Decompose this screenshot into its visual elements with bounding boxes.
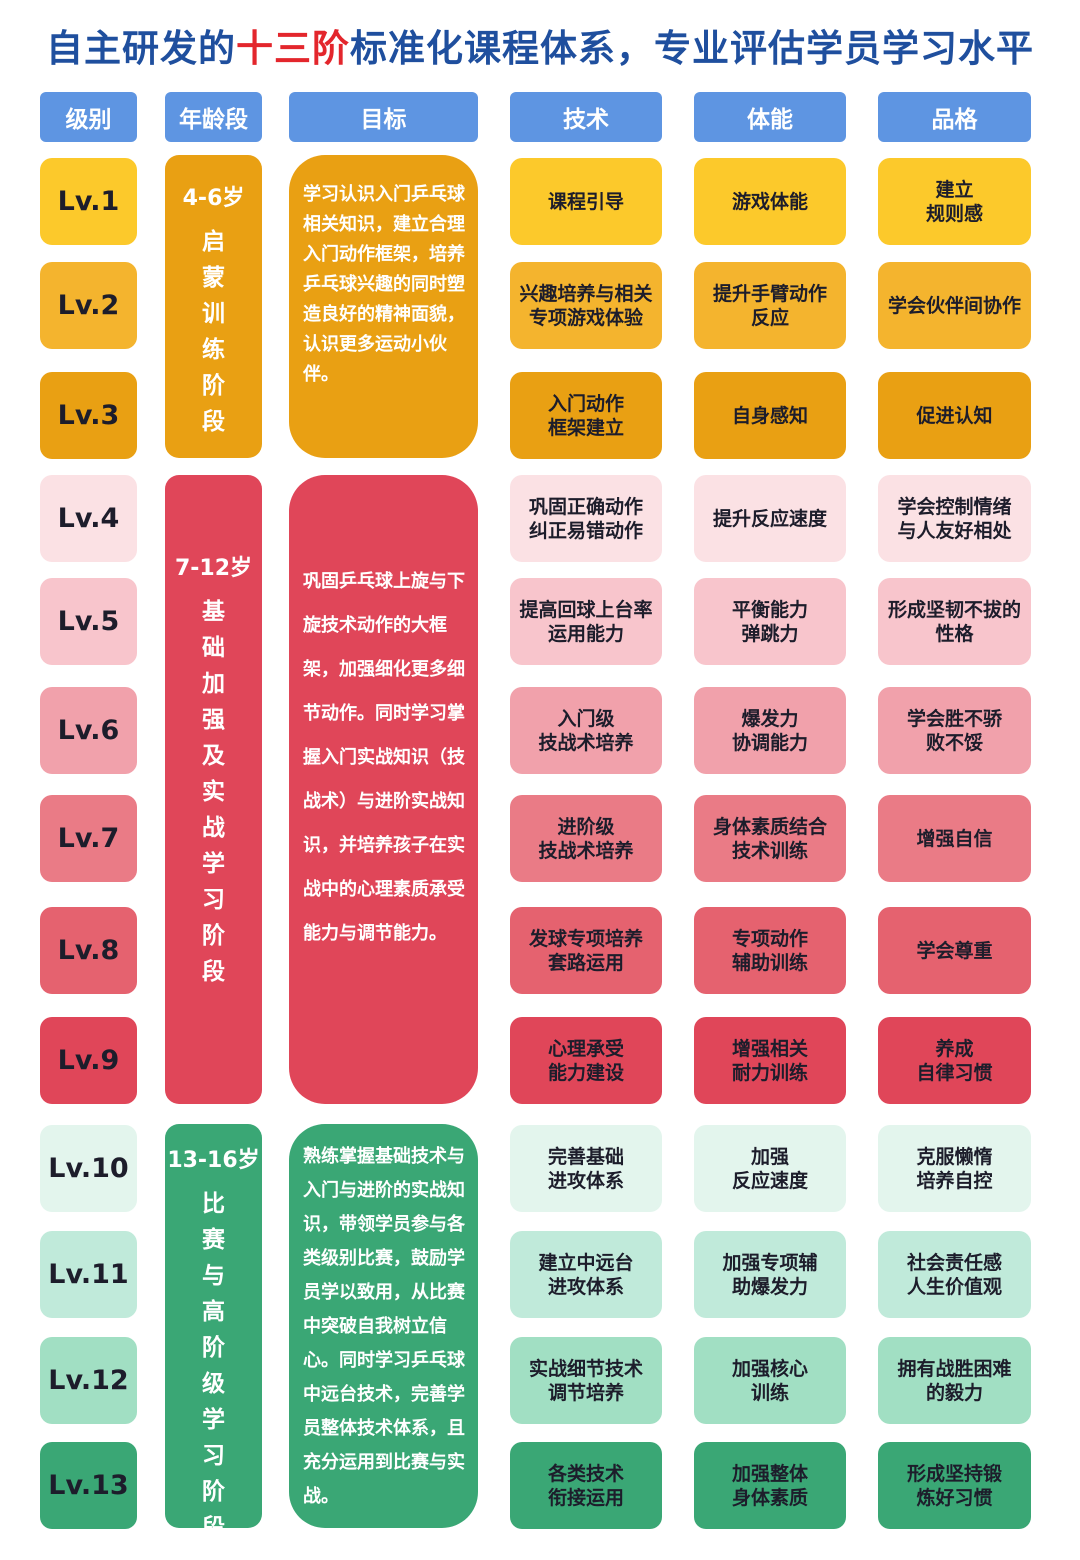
level-label: Lv.4 [40,475,137,562]
level-label: Lv.11 [40,1231,137,1318]
goal-text: 巩固乒乓球上旋与下旋技术动作的大框架，加强细化更多细节动作。同时学习掌握入门实战… [303,571,465,944]
stage-goal: 巩固乒乓球上旋与下旋技术动作的大框架，加强细化更多细节动作。同时学习掌握入门实战… [289,475,478,1104]
course-cell: 拥有战胜困难 的毅力 [878,1337,1031,1424]
course-cell: 身体素质结合 技术训练 [694,795,846,882]
title-part: 自主研发的 [46,27,236,70]
course-cell: 建立中远台 进攻体系 [510,1231,662,1318]
column-header: 目标 [289,92,478,142]
course-cell: 增强自信 [878,795,1031,882]
course-cell: 专项动作 辅助训练 [694,907,846,994]
stage-name: 基础加强及实战学习阶段 [202,599,225,985]
stage-age: 7-12岁 [174,556,253,581]
course-cell: 心理承受 能力建设 [510,1017,662,1104]
level-label: Lv.13 [40,1442,137,1529]
course-cell: 兴趣培养与相关 专项游戏体验 [510,262,662,349]
stage-block: 4-6岁启蒙训练阶段 [165,155,262,458]
course-cell: 自身感知 [694,372,846,459]
level-label: Lv.3 [40,372,137,459]
course-cell: 克服懒惰 培养自控 [878,1125,1031,1212]
title-part: 标准化课程体系，专业评估学员学习水平 [350,27,1034,70]
column-header: 体能 [694,92,846,142]
course-cell: 养成 自律习惯 [878,1017,1031,1104]
course-cell: 爆发力 协调能力 [694,687,846,774]
level-label: Lv.8 [40,907,137,994]
course-cell: 提升手臂动作 反应 [694,262,846,349]
course-cell: 社会责任感 人生价值观 [878,1231,1031,1318]
level-label: Lv.9 [40,1017,137,1104]
course-cell: 入门动作 框架建立 [510,372,662,459]
course-cell: 巩固正确动作 纠正易错动作 [510,475,662,562]
stage-goal: 学习认识入门乒乓球相关知识，建立合理入门动作框架，培养乒乓球兴趣的同时塑造良好的… [289,155,478,458]
course-cell: 实战细节技术 调节培养 [510,1337,662,1424]
course-cell: 课程引导 [510,158,662,245]
course-cell: 发球专项培养 套路运用 [510,907,662,994]
stage-name: 启蒙训练阶段 [202,229,225,435]
column-header: 年龄段 [165,92,262,142]
course-cell: 学会控制情绪 与人友好相处 [878,475,1031,562]
level-label: Lv.10 [40,1125,137,1212]
stage-goal: 熟练掌握基础技术与入门与进阶的实战知识，带领学员参与各类级别比赛，鼓励学员学以致… [289,1124,478,1528]
course-cell: 游戏体能 [694,158,846,245]
stage-name: 比赛与高阶级学习阶段 [202,1191,225,1541]
course-cell: 提升反应速度 [694,475,846,562]
stage-age: 13-16岁 [167,1148,260,1173]
goal-text: 学习认识入门乒乓球相关知识，建立合理入门动作框架，培养乒乓球兴趣的同时塑造良好的… [303,184,465,385]
level-label: Lv.6 [40,687,137,774]
course-cell: 建立 规则感 [878,158,1031,245]
course-cell: 学会胜不骄 败不馁 [878,687,1031,774]
course-cell: 各类技术 衔接运用 [510,1442,662,1529]
column-header: 技术 [510,92,662,142]
level-label: Lv.1 [40,158,137,245]
course-cell: 学会伙伴间协作 [878,262,1031,349]
stage-age: 4-6岁 [182,186,245,211]
course-cell: 加强核心 训练 [694,1337,846,1424]
column-header: 品格 [878,92,1031,142]
goal-text: 熟练掌握基础技术与入门与进阶的实战知识，带领学员参与各类级别比赛，鼓励学员学以致… [303,1146,465,1507]
stage-block: 13-16岁比赛与高阶级学习阶段 [165,1124,262,1541]
level-label: Lv.7 [40,795,137,882]
level-label: Lv.12 [40,1337,137,1424]
course-cell: 形成坚持锻 炼好习惯 [878,1442,1031,1529]
level-label: Lv.5 [40,578,137,665]
course-cell: 促进认知 [878,372,1031,459]
title: 自主研发的十三阶标准化课程体系，专业评估学员学习水平 [0,18,1080,72]
course-cell: 完善基础 进攻体系 [510,1125,662,1212]
course-cell: 提高回球上台率 运用能力 [510,578,662,665]
level-label: Lv.2 [40,262,137,349]
title-highlight: 十三阶 [236,27,350,70]
stage-block: 7-12岁基础加强及实战学习阶段 [165,475,262,1104]
column-header: 级别 [40,92,137,142]
course-cell: 学会尊重 [878,907,1031,994]
course-cell: 加强整体 身体素质 [694,1442,846,1529]
course-cell: 增强相关 耐力训练 [694,1017,846,1104]
course-cell: 加强专项辅 助爆发力 [694,1231,846,1318]
course-cell: 入门级 技战术培养 [510,687,662,774]
course-cell: 加强 反应速度 [694,1125,846,1212]
course-cell: 进阶级 技战术培养 [510,795,662,882]
course-cell: 平衡能力 弹跳力 [694,578,846,665]
course-cell: 形成坚韧不拔的 性格 [878,578,1031,665]
